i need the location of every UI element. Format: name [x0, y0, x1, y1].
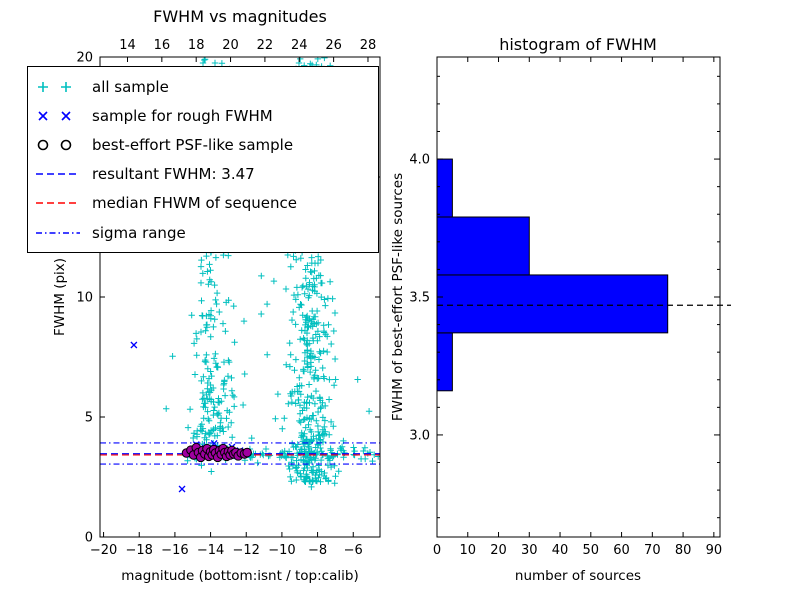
- hist-bar: [436, 332, 453, 392]
- tick-label: −18: [126, 543, 153, 558]
- tick-label: 22: [257, 38, 274, 53]
- legend-label: sample for rough FWHM: [92, 106, 273, 125]
- histogram-data-layer: [436, 158, 731, 392]
- tick-label: 14: [119, 38, 136, 53]
- tick-label: 20: [76, 51, 93, 66]
- median-fwhm-dashed-line-icon: [36, 202, 80, 205]
- legend-item-median-fwhm: median FHWM of sequence: [34, 189, 378, 218]
- tick-label: 70: [644, 543, 661, 558]
- legend-label: sigma range: [92, 223, 186, 242]
- legend-label: all sample: [92, 77, 169, 96]
- hist-bar: [436, 216, 530, 276]
- histogram-xlabel: number of sources: [515, 568, 641, 584]
- tick-label: −20: [90, 543, 117, 558]
- tick-label: 90: [706, 543, 723, 558]
- tick-label: 0: [433, 543, 441, 558]
- psf-like-points: [181, 442, 252, 463]
- sigma-range-dashdot-line-icon: [36, 231, 80, 234]
- tick-label: −10: [268, 543, 295, 558]
- legend-item-psf-like: best-effort PSF-like sample: [34, 130, 378, 159]
- tick-label: 26: [325, 38, 342, 53]
- legend-item-all-sample: all sample: [34, 72, 378, 101]
- legend-label: resultant FWHM: 3.47: [92, 165, 255, 184]
- tick-label: 28: [360, 38, 377, 53]
- scatter-xlabel: magnitude (bottom:isnt / top:calib): [121, 568, 358, 584]
- legend-label: best-effort PSF-like sample: [92, 135, 294, 154]
- tick-label: 4.0: [409, 153, 430, 168]
- tick-label: 0: [85, 531, 93, 546]
- tick-label: 3.5: [409, 291, 430, 306]
- legend-item-sigma-range: sigma range: [34, 218, 378, 247]
- histogram-axes-layer: 0 10 20 30 40 50 60 70 80 90 3.0 3.5 4.0: [409, 56, 723, 558]
- scatter-ylabel: FWHM (pix): [52, 258, 68, 336]
- tick-label: 40: [552, 543, 569, 558]
- tick-label: 20: [490, 543, 507, 558]
- tick-label: −16: [161, 543, 188, 558]
- tick-label: 80: [675, 543, 692, 558]
- scatter-data-layer: [100, 57, 380, 493]
- tick-label: 60: [613, 543, 630, 558]
- legend-item-resultant-fwhm: resultant FWHM: 3.47: [34, 160, 378, 189]
- histogram-ylabel: FWHM of best-effort PSF-like sources: [390, 173, 406, 421]
- psf-like-circle-marker-icon: [37, 139, 72, 151]
- scatter-title: FWHM vs magnitudes: [153, 7, 327, 26]
- legend-item-rough-fwhm: sample for rough FWHM: [34, 101, 378, 130]
- tick-label: −6: [344, 543, 363, 558]
- tick-label: 10: [459, 543, 476, 558]
- all-sample-plus-marker-icon: [38, 81, 71, 92]
- psf-like-point: [242, 447, 252, 458]
- tick-label: 10: [76, 291, 93, 306]
- hist-bar: [436, 158, 453, 218]
- tick-label: −8: [308, 543, 327, 558]
- tick-label: 30: [521, 543, 538, 558]
- tick-label: 16: [154, 38, 171, 53]
- legend: all sample sample for rough FWHM best-ef…: [27, 66, 379, 253]
- tick-label: 20: [222, 38, 239, 53]
- hist-bar: [436, 274, 669, 334]
- scatter-axes-layer: −20 −18 −16 −14 −12 −10 −8 −6 14 16 18 20 22 24 26 28 0 5…: [76, 38, 381, 558]
- histogram-title: histogram of FWHM: [499, 35, 657, 54]
- tick-label: 18: [188, 38, 205, 53]
- tick-label: 3.0: [409, 428, 430, 443]
- tick-label: −14: [197, 543, 224, 558]
- rough-fwhm-x-marker-icon: [38, 111, 71, 121]
- tick-label: 50: [583, 543, 600, 558]
- resultant-fwhm-dashed-line-icon: [36, 173, 80, 175]
- legend-label: median FHWM of sequence: [92, 194, 297, 213]
- tick-label: 24: [291, 38, 308, 53]
- tick-label: 5: [85, 411, 93, 426]
- tick-label: −12: [233, 543, 260, 558]
